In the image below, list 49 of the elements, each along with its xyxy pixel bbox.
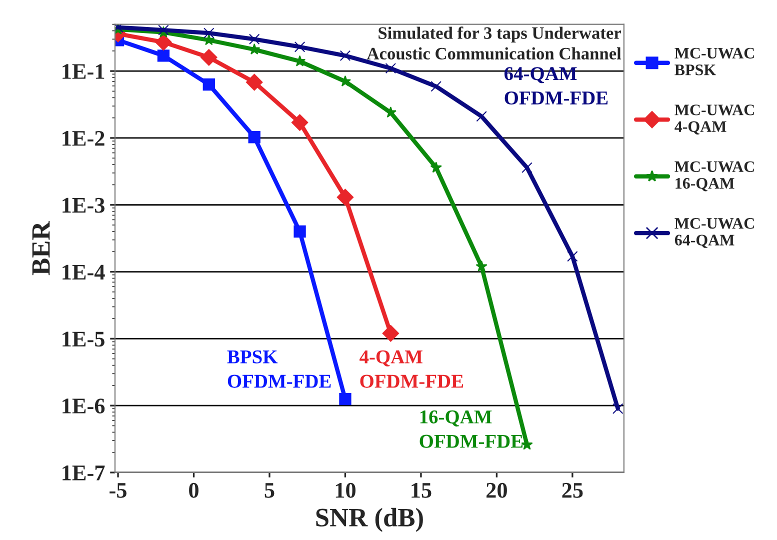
point xyxy=(339,393,352,406)
point xyxy=(200,49,218,66)
y-tick-label: 1E-1 xyxy=(62,64,104,79)
x-tick-label: 20 xyxy=(486,482,507,498)
legend-label: MC-UWAC 4-QAM xyxy=(674,104,754,134)
point xyxy=(157,50,170,62)
point xyxy=(155,34,172,51)
point xyxy=(382,325,400,342)
point xyxy=(336,188,354,206)
point xyxy=(522,162,532,174)
y-tick-label: 1E-4 xyxy=(62,264,105,280)
point xyxy=(430,81,442,92)
annotation: 4-QAM OFDM-FDE xyxy=(360,350,464,388)
annotation: BPSK OFDM-FDE xyxy=(227,350,331,388)
point xyxy=(291,114,308,131)
point xyxy=(202,78,215,91)
point xyxy=(248,34,260,45)
annotation: 64-QAM OFDM-FDE xyxy=(504,67,608,105)
point xyxy=(567,250,578,262)
point xyxy=(204,28,214,38)
x-tick-label: 5 xyxy=(264,483,274,498)
point xyxy=(476,111,487,122)
point xyxy=(384,106,396,118)
y-axis-title: BER xyxy=(32,221,50,276)
point xyxy=(430,162,442,173)
point xyxy=(248,131,260,144)
legend-label: MC-UWAC 64-QAM xyxy=(674,218,754,248)
annotation: 16-QAM OFDM-FDE xyxy=(420,410,523,448)
y-tick-label: 1E-6 xyxy=(62,398,105,414)
point xyxy=(294,225,306,238)
point xyxy=(294,41,306,52)
x-tick-label: 15 xyxy=(412,482,432,498)
point xyxy=(476,260,488,272)
y-tick-label: 1E-3 xyxy=(62,198,105,213)
y-tick-label: 1E-2 xyxy=(62,130,104,146)
point xyxy=(385,62,396,74)
point xyxy=(340,50,351,62)
x-tick-label: 10 xyxy=(336,482,356,498)
annotation: Simulated for 3 taps Underwater Acoustic Communication Channel xyxy=(366,26,622,60)
x-axis-title: SNR (dB) xyxy=(316,508,423,532)
x-tick-label: 0 xyxy=(189,482,198,498)
point xyxy=(246,74,263,91)
point xyxy=(612,403,624,414)
x-tick-label: -5 xyxy=(110,483,126,498)
y-tick-label: 1E-7 xyxy=(62,466,105,480)
legend-label: MC-UWAC BPSK xyxy=(674,48,754,76)
legend-label: MC-UWAC 16-QAM xyxy=(674,161,754,192)
y-tick-label: 1E-5 xyxy=(62,332,104,347)
x-tick-label: 25 xyxy=(562,482,583,498)
